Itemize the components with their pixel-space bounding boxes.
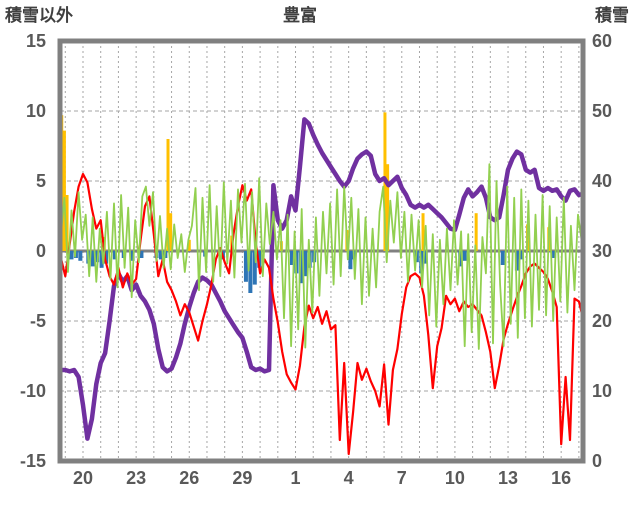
blue-bars-bar — [303, 251, 308, 277]
blue-bars-bar — [462, 251, 467, 261]
orange-bars-bar — [166, 139, 170, 251]
x-tick-label: 23 — [126, 468, 146, 488]
blue-bars-bar — [500, 251, 505, 265]
x-tick-label: 4 — [344, 468, 354, 488]
left-tick-label: -15 — [20, 451, 46, 471]
orange-bars-bar — [421, 213, 425, 251]
blue-bars-bar — [158, 251, 163, 260]
left-tick-label: -10 — [20, 381, 46, 401]
left-tick-label: -5 — [30, 311, 46, 331]
x-tick-label: 13 — [498, 468, 518, 488]
blue-bars-bar — [99, 251, 104, 268]
blue-bars-bar — [243, 251, 248, 282]
blue-bars-bar — [552, 251, 557, 258]
orange-bars-bar — [386, 164, 390, 251]
orange-bars-bar — [187, 239, 191, 251]
right-tick-label: 40 — [592, 171, 612, 191]
blue-bars-bar — [257, 251, 262, 268]
right-tick-label: 30 — [592, 241, 612, 261]
orange-bars-bar — [169, 213, 173, 251]
right-tick-label: 20 — [592, 311, 612, 331]
line-series — [60, 117, 583, 456]
left-tick-label: 5 — [36, 171, 46, 191]
blue-bars-bar — [69, 251, 74, 260]
orange-bars-bar — [474, 213, 478, 251]
blue-bars-bar — [252, 251, 257, 285]
x-tick-label: 29 — [232, 468, 252, 488]
right-tick-label: 0 — [592, 451, 602, 471]
x-tick-label: 26 — [179, 468, 199, 488]
x-tick-label: 7 — [397, 468, 407, 488]
blue-bars-bar — [90, 251, 95, 267]
blue-bars-bar — [514, 251, 519, 271]
blue-bars-bar — [458, 251, 463, 267]
blue-bars-bar — [348, 251, 353, 270]
left-axis-title: 積雪以外 — [5, 5, 73, 25]
wind-line — [60, 163, 583, 350]
blue-bars-bar — [139, 251, 144, 258]
x-tick-label: 1 — [291, 468, 301, 488]
left-tick-label: 10 — [26, 101, 46, 121]
blue-bars-bar — [78, 251, 83, 261]
x-tick-label: 20 — [73, 468, 93, 488]
left-tick-label: 0 — [36, 241, 46, 261]
plot-border — [57, 38, 586, 464]
blue-bars-bar — [289, 251, 294, 265]
right-tick-label: 10 — [592, 381, 612, 401]
blue-bars-bar — [423, 251, 428, 264]
blue-bars-bar — [248, 251, 253, 293]
right-tick-label: 50 — [592, 101, 612, 121]
right-axis-title: 積雪 — [595, 5, 629, 25]
orange-bars-bar — [62, 130, 66, 251]
plot-frame — [57, 38, 586, 464]
left-tick-label: 15 — [26, 31, 46, 51]
right-tick-label: 60 — [592, 31, 612, 51]
x-tick-label: 16 — [551, 468, 571, 488]
blue-bars-bar — [104, 251, 109, 264]
orange-bars-bar — [65, 195, 69, 251]
chart-title: 豊富 — [283, 5, 317, 25]
blue-bars-bar — [130, 251, 135, 261]
blue-bars-bar — [112, 251, 117, 260]
x-tick-label: 10 — [445, 468, 465, 488]
